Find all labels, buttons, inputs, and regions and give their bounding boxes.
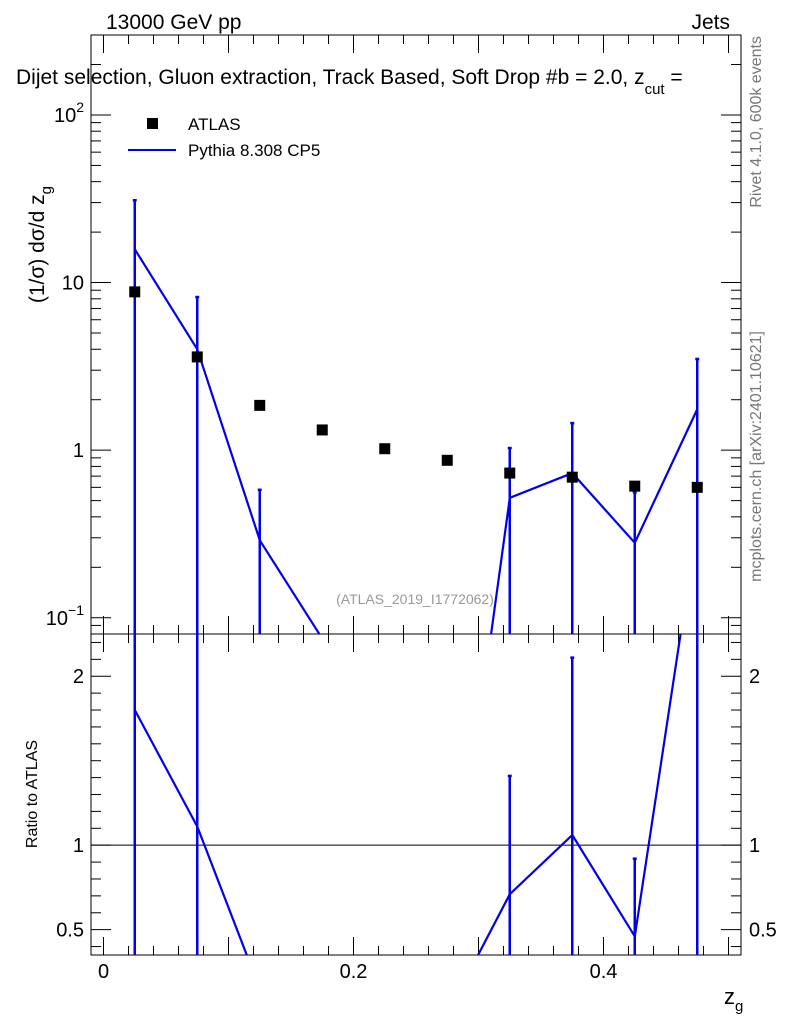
energy-label: 13000 GeV pp <box>106 11 241 34</box>
main-y-tick-label-exp: −1 <box>68 602 84 618</box>
ratio-y-tick-label-left: 2 <box>73 666 84 688</box>
ratio-y-tick-label-right: 1 <box>749 835 760 857</box>
ratio-plot-frame <box>90 633 742 956</box>
x-axis-label-sub: g <box>735 998 743 1015</box>
atlas-data-point <box>379 443 391 455</box>
atlas-data-point <box>566 471 578 483</box>
main-series-group <box>129 198 703 634</box>
main-y-tick-label: 1 <box>73 440 84 462</box>
main-y-tick-label-base: 1 <box>73 440 84 462</box>
main-y-tick-label: 10−1 <box>46 602 84 630</box>
plot-title-tail: = <box>665 66 683 89</box>
atlas-data-point <box>691 481 703 493</box>
ratio-series-group <box>91 634 741 955</box>
ratio-y-tick-label-right: 2 <box>749 666 760 688</box>
atlas-data-point <box>441 454 453 466</box>
main-y-tick-label: 102 <box>54 99 84 127</box>
ratio-y-tick-label-right: 0.5 <box>749 920 777 942</box>
x-tick-label: 0.2 <box>340 961 368 983</box>
atlas-data-point <box>191 351 203 363</box>
atlas-data-point <box>629 480 641 492</box>
x-axis-label: zg <box>724 984 743 1015</box>
ratio-y-tick-label-left: 0.5 <box>56 920 84 942</box>
mc-line <box>133 248 699 634</box>
plot-title: Dijet selection, Gluon extraction, Track… <box>16 66 683 98</box>
ratio-y-tick-label-left: 1 <box>73 835 84 857</box>
x-axis-label-text: z <box>724 984 735 1009</box>
main-y-tick-label-exp: 2 <box>76 99 84 115</box>
plot-title-main: Dijet selection, Gluon extraction, Track… <box>16 66 645 89</box>
atlas-data-point <box>254 399 266 411</box>
mcplots-label: mcplots.cern.ch [arXiv:2401.10621] <box>748 331 765 582</box>
atlas-data-point <box>504 467 516 479</box>
main-ylabel-sub: g <box>38 186 55 194</box>
x-tick-label: 0 <box>98 961 109 983</box>
legend: ATLAS Pythia 8.308 CP5 <box>128 115 320 160</box>
atlas-data-point <box>316 424 328 436</box>
legend-label-atlas: ATLAS <box>188 115 241 134</box>
main-y-tick-label: 10 <box>62 273 84 295</box>
watermark: (ATLAS_2019_I1772062) <box>336 591 494 607</box>
rivet-label: Rivet 4.1.0, 600k events <box>748 36 765 208</box>
main-ylabel: (1/σ) dσ/d zg <box>26 186 55 303</box>
main-ylabel-text: (1/σ) dσ/d z <box>26 194 49 303</box>
ratio-line <box>133 634 682 955</box>
ratio-ylabel: Ratio to ATLAS <box>24 740 41 848</box>
atlas-data-point <box>129 286 141 298</box>
main-y-tick-label-base: 10 <box>46 608 68 630</box>
process-label: Jets <box>691 11 730 34</box>
plot-title-sub: cut <box>645 81 666 98</box>
legend-label-pythia: Pythia 8.308 CP5 <box>188 141 320 160</box>
main-plot-marks <box>129 198 703 634</box>
x-tick-label: 0.4 <box>590 961 618 983</box>
ratio-plot-marks <box>91 634 741 955</box>
legend-marker-atlas <box>147 118 158 129</box>
main-y-tick-label-base: 10 <box>62 273 84 295</box>
main-y-tick-label-base: 10 <box>54 105 76 127</box>
